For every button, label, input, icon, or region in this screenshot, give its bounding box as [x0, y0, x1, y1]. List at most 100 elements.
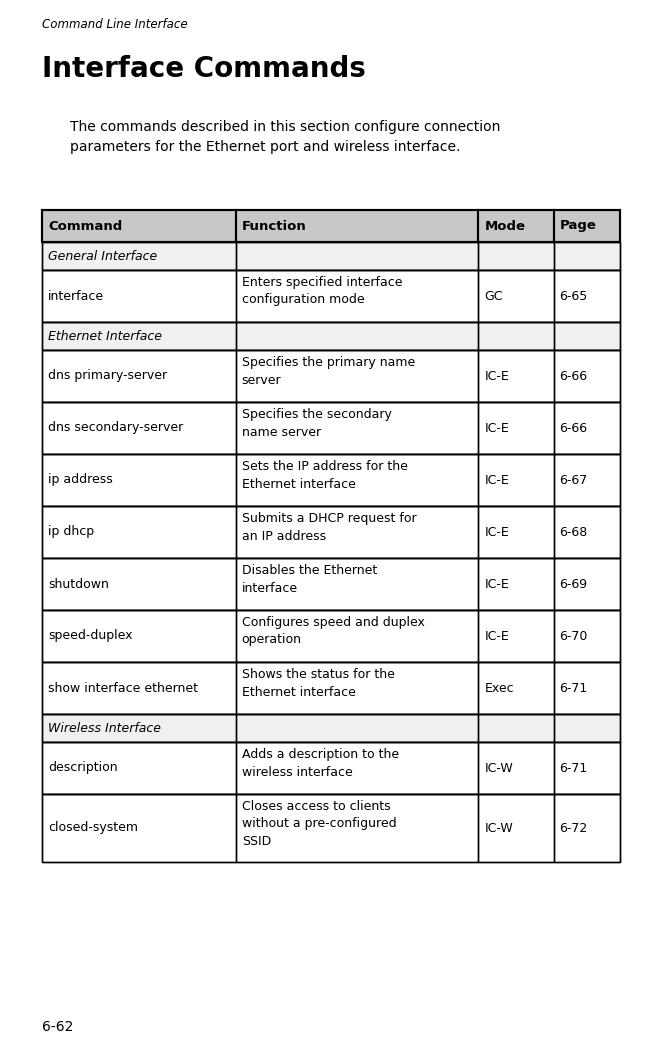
- Text: Closes access to clients
without a pre-configured
SSID: Closes access to clients without a pre-c…: [241, 800, 396, 848]
- Text: IC-W: IC-W: [484, 762, 513, 774]
- Bar: [478, 210, 554, 242]
- Text: Function: Function: [241, 220, 306, 232]
- Bar: [42, 402, 236, 454]
- Text: 6-69: 6-69: [560, 578, 588, 590]
- Bar: [554, 714, 620, 742]
- Text: IC-E: IC-E: [484, 422, 509, 434]
- Text: speed-duplex: speed-duplex: [48, 629, 133, 643]
- Bar: [236, 610, 478, 662]
- Bar: [478, 322, 554, 350]
- Text: Submits a DHCP request for
an IP address: Submits a DHCP request for an IP address: [241, 512, 417, 543]
- Bar: [42, 506, 620, 558]
- Bar: [42, 610, 620, 662]
- Bar: [478, 242, 554, 270]
- Bar: [554, 322, 620, 350]
- Bar: [554, 662, 620, 714]
- Bar: [42, 402, 620, 454]
- Text: Command Line Interface: Command Line Interface: [42, 18, 188, 31]
- Bar: [236, 270, 478, 322]
- Bar: [554, 242, 620, 270]
- Text: Wireless Interface: Wireless Interface: [48, 722, 161, 734]
- Bar: [42, 350, 236, 402]
- Text: dns primary-server: dns primary-server: [48, 369, 167, 383]
- Text: Page: Page: [560, 220, 596, 232]
- Text: Configures speed and duplex
operation: Configures speed and duplex operation: [241, 616, 424, 647]
- Text: Disables the Ethernet
interface: Disables the Ethernet interface: [241, 564, 377, 594]
- Bar: [42, 714, 620, 742]
- Bar: [554, 350, 620, 402]
- Bar: [478, 558, 554, 610]
- Text: IC-E: IC-E: [484, 526, 509, 539]
- Bar: [554, 454, 620, 506]
- Bar: [478, 662, 554, 714]
- Bar: [42, 242, 236, 270]
- Bar: [42, 322, 236, 350]
- Text: Specifies the primary name
server: Specifies the primary name server: [241, 356, 415, 386]
- Text: show interface ethernet: show interface ethernet: [48, 682, 198, 694]
- Text: shutdown: shutdown: [48, 578, 109, 590]
- Bar: [478, 402, 554, 454]
- Text: 6-68: 6-68: [560, 526, 588, 539]
- Text: 6-70: 6-70: [560, 629, 588, 643]
- Bar: [478, 454, 554, 506]
- Text: The commands described in this section configure connection
parameters for the E: The commands described in this section c…: [70, 120, 501, 154]
- Text: Ethernet Interface: Ethernet Interface: [48, 329, 162, 343]
- Text: 6-67: 6-67: [560, 473, 588, 486]
- Text: ip address: ip address: [48, 473, 113, 486]
- Text: IC-E: IC-E: [484, 369, 509, 383]
- Bar: [42, 742, 620, 794]
- Bar: [478, 610, 554, 662]
- Bar: [478, 506, 554, 558]
- Text: Interface Commands: Interface Commands: [42, 55, 366, 83]
- Bar: [42, 322, 620, 350]
- Bar: [42, 794, 236, 862]
- Bar: [42, 558, 236, 610]
- Text: Exec: Exec: [484, 682, 514, 694]
- Text: interface: interface: [48, 289, 104, 303]
- Text: 6-72: 6-72: [560, 822, 588, 834]
- Text: 6-66: 6-66: [560, 369, 588, 383]
- Text: Enters specified interface
configuration mode: Enters specified interface configuration…: [241, 276, 402, 306]
- Bar: [42, 662, 620, 714]
- Bar: [42, 506, 236, 558]
- Bar: [478, 270, 554, 322]
- Text: 6-71: 6-71: [560, 762, 588, 774]
- Bar: [236, 402, 478, 454]
- Bar: [236, 662, 478, 714]
- Bar: [478, 794, 554, 862]
- Bar: [42, 610, 236, 662]
- Bar: [554, 742, 620, 794]
- Bar: [554, 794, 620, 862]
- Text: ip dhcp: ip dhcp: [48, 526, 94, 539]
- Bar: [42, 742, 236, 794]
- Text: Specifies the secondary
name server: Specifies the secondary name server: [241, 408, 392, 439]
- Text: Mode: Mode: [484, 220, 525, 232]
- Text: General Interface: General Interface: [48, 249, 157, 263]
- Bar: [42, 714, 236, 742]
- Text: IC-E: IC-E: [484, 578, 509, 590]
- Bar: [42, 210, 620, 242]
- Bar: [42, 558, 620, 610]
- Bar: [554, 558, 620, 610]
- Text: IC-E: IC-E: [484, 629, 509, 643]
- Bar: [42, 270, 620, 322]
- Text: 6-71: 6-71: [560, 682, 588, 694]
- Bar: [236, 794, 478, 862]
- Text: closed-system: closed-system: [48, 822, 138, 834]
- Text: 6-65: 6-65: [560, 289, 588, 303]
- Bar: [42, 350, 620, 402]
- Text: description: description: [48, 762, 117, 774]
- Bar: [236, 322, 478, 350]
- Text: Adds a description to the
wireless interface: Adds a description to the wireless inter…: [241, 748, 399, 778]
- Bar: [554, 210, 620, 242]
- Bar: [236, 210, 478, 242]
- Bar: [554, 402, 620, 454]
- Text: 6-66: 6-66: [560, 422, 588, 434]
- Text: IC-E: IC-E: [484, 473, 509, 486]
- Bar: [236, 742, 478, 794]
- Bar: [42, 662, 236, 714]
- Text: IC-W: IC-W: [484, 822, 513, 834]
- Bar: [554, 506, 620, 558]
- Bar: [478, 742, 554, 794]
- Bar: [42, 794, 620, 862]
